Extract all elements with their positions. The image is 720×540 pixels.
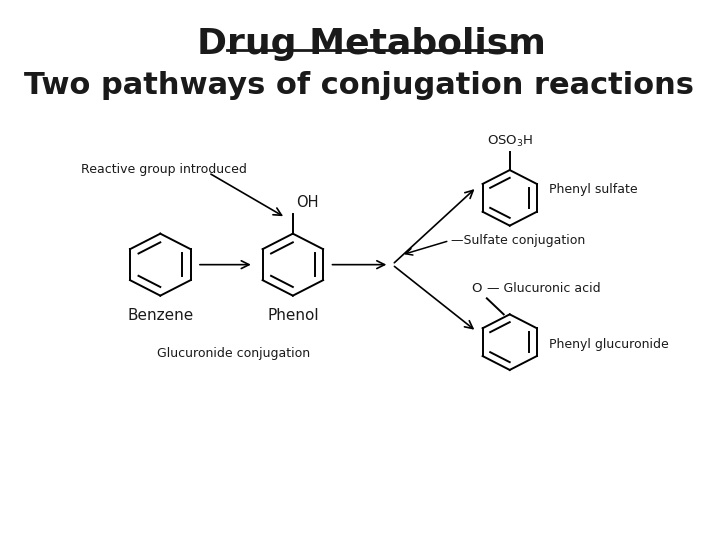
Text: Phenol: Phenol [267, 308, 319, 323]
Text: Glucuronide conjugation: Glucuronide conjugation [157, 348, 310, 361]
Text: —Sulfate conjugation: —Sulfate conjugation [451, 234, 585, 247]
Text: O: O [472, 282, 482, 295]
Text: Drug Metabolism: Drug Metabolism [197, 27, 546, 61]
Text: Benzene: Benzene [127, 308, 194, 323]
Text: Reactive group introduced: Reactive group introduced [81, 163, 247, 176]
Text: Phenyl glucuronide: Phenyl glucuronide [549, 339, 669, 352]
Text: OSO$_3$H: OSO$_3$H [487, 133, 533, 148]
Text: — Glucuronic acid: — Glucuronic acid [487, 282, 600, 295]
Text: Two pathways of conjugation reactions: Two pathways of conjugation reactions [24, 71, 694, 100]
Text: OH: OH [297, 195, 319, 210]
Text: Phenyl sulfate: Phenyl sulfate [549, 184, 637, 197]
